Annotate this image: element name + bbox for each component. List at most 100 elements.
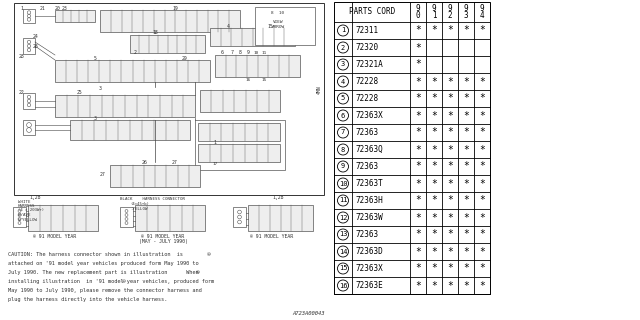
Bar <box>135 205 205 231</box>
Text: *: * <box>447 281 453 291</box>
Text: *: * <box>479 110 485 121</box>
Text: 72363W: 72363W <box>355 213 383 222</box>
Text: 72363Q: 72363Q <box>355 145 383 154</box>
Text: *: * <box>479 212 485 222</box>
Text: 10: 10 <box>339 180 348 187</box>
Text: May 1990 to July 1990, please remove the connector harness and: May 1990 to July 1990, please remove the… <box>8 288 202 293</box>
Bar <box>55 10 95 22</box>
Text: *: * <box>447 196 453 205</box>
Text: 4: 4 <box>480 11 484 20</box>
Text: HARNESS: HARNESS <box>18 204 35 208</box>
Text: *: * <box>479 76 485 86</box>
Text: 1: 1 <box>341 28 345 34</box>
Text: 24: 24 <box>33 34 39 38</box>
Text: 9: 9 <box>432 4 436 13</box>
Text: *: * <box>415 196 421 205</box>
Text: 5: 5 <box>341 95 345 101</box>
Text: 20: 20 <box>55 5 61 11</box>
Bar <box>100 10 240 32</box>
Text: 28: 28 <box>19 53 25 59</box>
Text: ® 91 MODEL YEAR: ® 91 MODEL YEAR <box>250 235 294 239</box>
Text: *: * <box>431 127 437 138</box>
Text: 13: 13 <box>339 231 348 237</box>
Text: 25: 25 <box>77 91 83 95</box>
Bar <box>255 7 315 45</box>
Text: 9: 9 <box>246 51 250 55</box>
Text: 28: 28 <box>33 44 39 49</box>
Text: 11: 11 <box>339 197 348 204</box>
Text: 19: 19 <box>172 5 178 11</box>
Text: 17: 17 <box>212 162 218 166</box>
Text: *: * <box>415 60 421 69</box>
Bar <box>248 205 313 231</box>
Text: *: * <box>447 162 453 172</box>
Text: *: * <box>479 93 485 103</box>
Text: 72363D: 72363D <box>355 247 383 256</box>
Text: 15: 15 <box>267 23 273 28</box>
Text: 3: 3 <box>464 11 468 20</box>
Text: ® 91 MODEL YEAR: ® 91 MODEL YEAR <box>141 235 184 239</box>
Text: *: * <box>447 110 453 121</box>
Text: 29: 29 <box>182 55 188 60</box>
Text: *: * <box>447 212 453 222</box>
Text: 14: 14 <box>339 249 348 254</box>
Text: 9: 9 <box>464 4 468 13</box>
Text: 15: 15 <box>261 78 267 82</box>
Text: 1: 1 <box>214 140 216 145</box>
Text: 72363: 72363 <box>355 128 378 137</box>
Text: 3: 3 <box>93 116 97 121</box>
Text: *: * <box>415 263 421 274</box>
Text: 4MN: 4MN <box>317 86 321 94</box>
Text: *: * <box>431 212 437 222</box>
Text: 72363X: 72363X <box>355 264 383 273</box>
Text: *: * <box>415 76 421 86</box>
Bar <box>13 207 26 227</box>
Text: *: * <box>447 145 453 155</box>
Text: *: * <box>479 196 485 205</box>
Text: 22: 22 <box>19 90 25 94</box>
Text: installing illustration  in '91 model year vehicles, produced form: installing illustration in '91 model yea… <box>8 279 214 284</box>
Bar <box>195 120 285 170</box>
Text: *: * <box>431 76 437 86</box>
Text: *: * <box>463 212 469 222</box>
Text: 72363T: 72363T <box>355 179 383 188</box>
Text: *: * <box>415 162 421 172</box>
Text: *: * <box>415 145 421 155</box>
Text: *: * <box>447 246 453 257</box>
Text: 72321A: 72321A <box>355 60 383 69</box>
Text: 5: 5 <box>93 55 97 60</box>
Text: *: * <box>431 145 437 155</box>
Text: 2: 2 <box>341 44 345 51</box>
Text: 2: 2 <box>134 50 136 54</box>
Bar <box>198 123 280 141</box>
Bar <box>23 93 35 109</box>
Bar <box>200 90 280 112</box>
Text: *: * <box>415 246 421 257</box>
Text: 9: 9 <box>416 4 420 13</box>
Text: CAUTION: The harness connector shown in illustration  is: CAUTION: The harness connector shown in … <box>8 252 183 257</box>
Text: 72363: 72363 <box>355 162 378 171</box>
Text: &/YELLOW: &/YELLOW <box>18 218 38 222</box>
Text: (4×45+b): (4×45+b) <box>130 202 149 206</box>
Bar <box>14 3 324 195</box>
Text: *: * <box>415 179 421 188</box>
Text: *: * <box>431 263 437 274</box>
Text: 9: 9 <box>341 164 345 170</box>
Text: *: * <box>415 281 421 291</box>
Text: 72363H: 72363H <box>355 196 383 205</box>
Bar <box>198 144 280 162</box>
Text: 3: 3 <box>99 85 101 91</box>
Text: 16: 16 <box>339 283 348 289</box>
Text: 10: 10 <box>253 51 259 55</box>
Text: (4 × 203W+): (4 × 203W+) <box>18 208 44 212</box>
Text: *: * <box>415 43 421 52</box>
Text: *: * <box>415 93 421 103</box>
Text: *: * <box>447 26 453 36</box>
Text: *: * <box>463 246 469 257</box>
Text: *: * <box>415 229 421 239</box>
Bar <box>110 165 200 187</box>
Text: 4: 4 <box>227 23 229 28</box>
Text: 12: 12 <box>339 214 348 220</box>
Text: ®: ® <box>122 279 125 284</box>
Text: *: * <box>479 281 485 291</box>
